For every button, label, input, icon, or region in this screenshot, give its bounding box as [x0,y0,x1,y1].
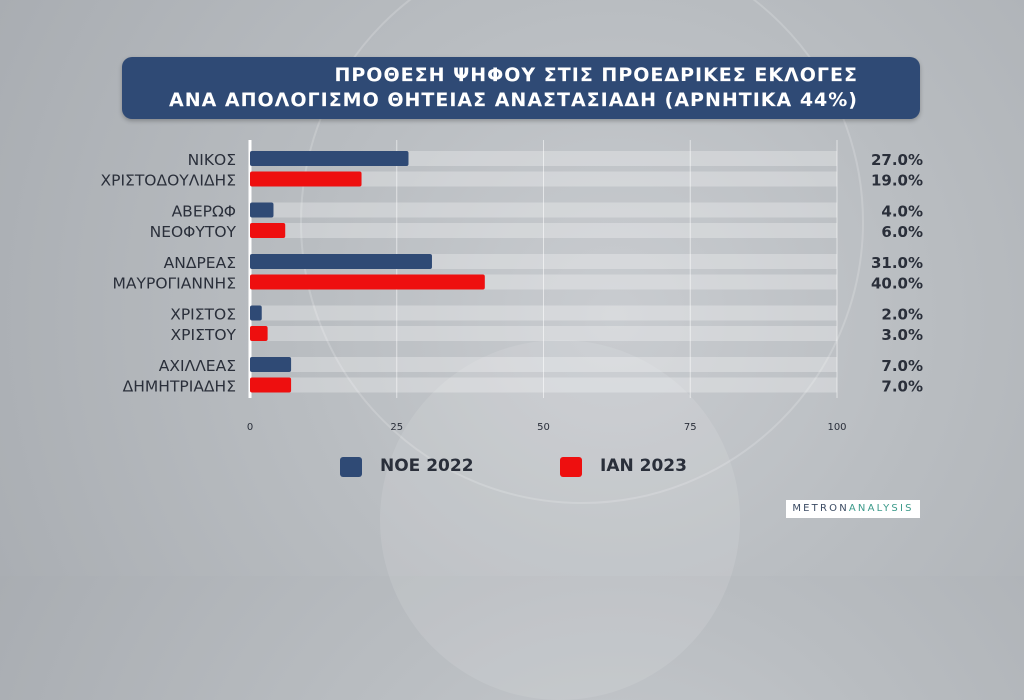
bar [250,377,292,393]
category-label: ΑΒΕΡΩΦ [172,203,236,221]
bar-chart: 0 25 50 75 100 27.0% 19.0% ΝΙΚΟΣ ΧΡΙΣΤΟΔΟΥΛΙΔΗΣ 4… [100,151,923,433]
legend-swatch-series-1 [340,457,362,477]
x-tick-label: 100 [827,422,846,433]
metron-analysis-logo: METRONANALYSIS [786,500,920,518]
chart-title-line-1: ΠΡΟΘΕΣΗ ΨΗΦΟΥ ΣΤΙΣ ΠΡΟΕΔΡΙΚΕΣ ΕΚΛΟΓΕΣ [334,64,858,86]
chart-title-line-2: ΑΝΑ ΑΠΟΛΟΓΙΣΜΟ ΘΗΤΕΙΑΣ ΑΝΑΣΤΑΣΙΑΔΗ (ΑΡΝΗ… [168,89,858,111]
logo-text-metron: METRON [792,503,849,514]
category-label: ΑΝΔΡΕΑΣ [164,254,236,272]
data-label: 2.0% [881,306,923,324]
x-tick-label: 0 [247,422,253,433]
bar [250,254,432,269]
data-label: 31.0% [871,254,923,272]
logo-text-analysis: ANALYSIS [848,503,914,514]
bar [250,305,262,321]
bar [250,274,485,290]
bar [250,357,292,372]
data-label: 7.0% [881,378,923,396]
category-label: ΜΑΥΡΟΓΙΑΝΝΗΣ [113,275,236,293]
x-tick-label: 50 [537,422,550,433]
data-label: 7.0% [881,357,923,375]
category-label: ΧΡΙΣΤΟΔΟΥΛΙΔΗΣ [101,172,237,190]
category-label: ΧΡΙΣΤΟΣ [170,306,236,324]
bar [250,326,268,341]
bar [250,223,286,238]
data-label: 4.0% [881,203,923,221]
category-label: ΔΗΜΗΤΡΙΑΔΗΣ [123,378,236,396]
legend-label-series-1: ΝΟΕ 2022 [380,456,474,476]
chart-title-box: ΠΡΟΘΕΣΗ ΨΗΦΟΥ ΣΤΙΣ ΠΡΟΕΔΡΙΚΕΣ ΕΚΛΟΓΕΣ ΑΝ… [122,57,920,119]
data-label: 19.0% [871,172,923,190]
x-tick-label: 75 [684,422,697,433]
bar [250,151,409,166]
data-label: 27.0% [871,151,923,169]
bar [250,202,274,218]
legend-label-series-2: ΙΑΝ 2023 [600,456,687,476]
bar [250,171,362,187]
category-label: ΧΡΙΣΤΟΥ [171,326,237,344]
legend-swatch-series-2 [560,457,582,477]
category-label: ΝΙΚΟΣ [188,151,236,169]
category-label: ΝΕΟΦΥΤΟΥ [150,223,237,241]
data-label: 40.0% [871,275,923,293]
category-label: ΑΧΙΛΛΕΑΣ [159,357,236,375]
data-label: 6.0% [881,223,923,241]
data-label: 3.0% [881,326,923,344]
x-tick-label: 25 [390,422,403,433]
